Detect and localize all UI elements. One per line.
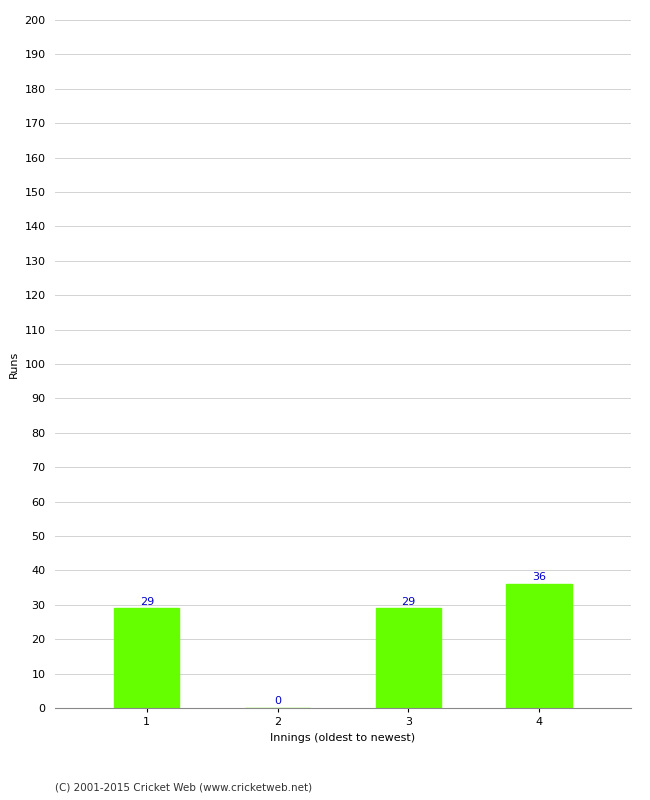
Text: (C) 2001-2015 Cricket Web (www.cricketweb.net): (C) 2001-2015 Cricket Web (www.cricketwe… xyxy=(55,782,313,792)
Y-axis label: Runs: Runs xyxy=(9,350,19,378)
Text: 29: 29 xyxy=(401,597,415,606)
Bar xyxy=(376,608,441,708)
X-axis label: Innings (oldest to newest): Innings (oldest to newest) xyxy=(270,733,415,742)
Bar xyxy=(506,584,571,708)
Text: 36: 36 xyxy=(532,573,546,582)
Text: 29: 29 xyxy=(140,597,154,606)
Text: 0: 0 xyxy=(274,696,281,706)
Bar xyxy=(114,608,179,708)
